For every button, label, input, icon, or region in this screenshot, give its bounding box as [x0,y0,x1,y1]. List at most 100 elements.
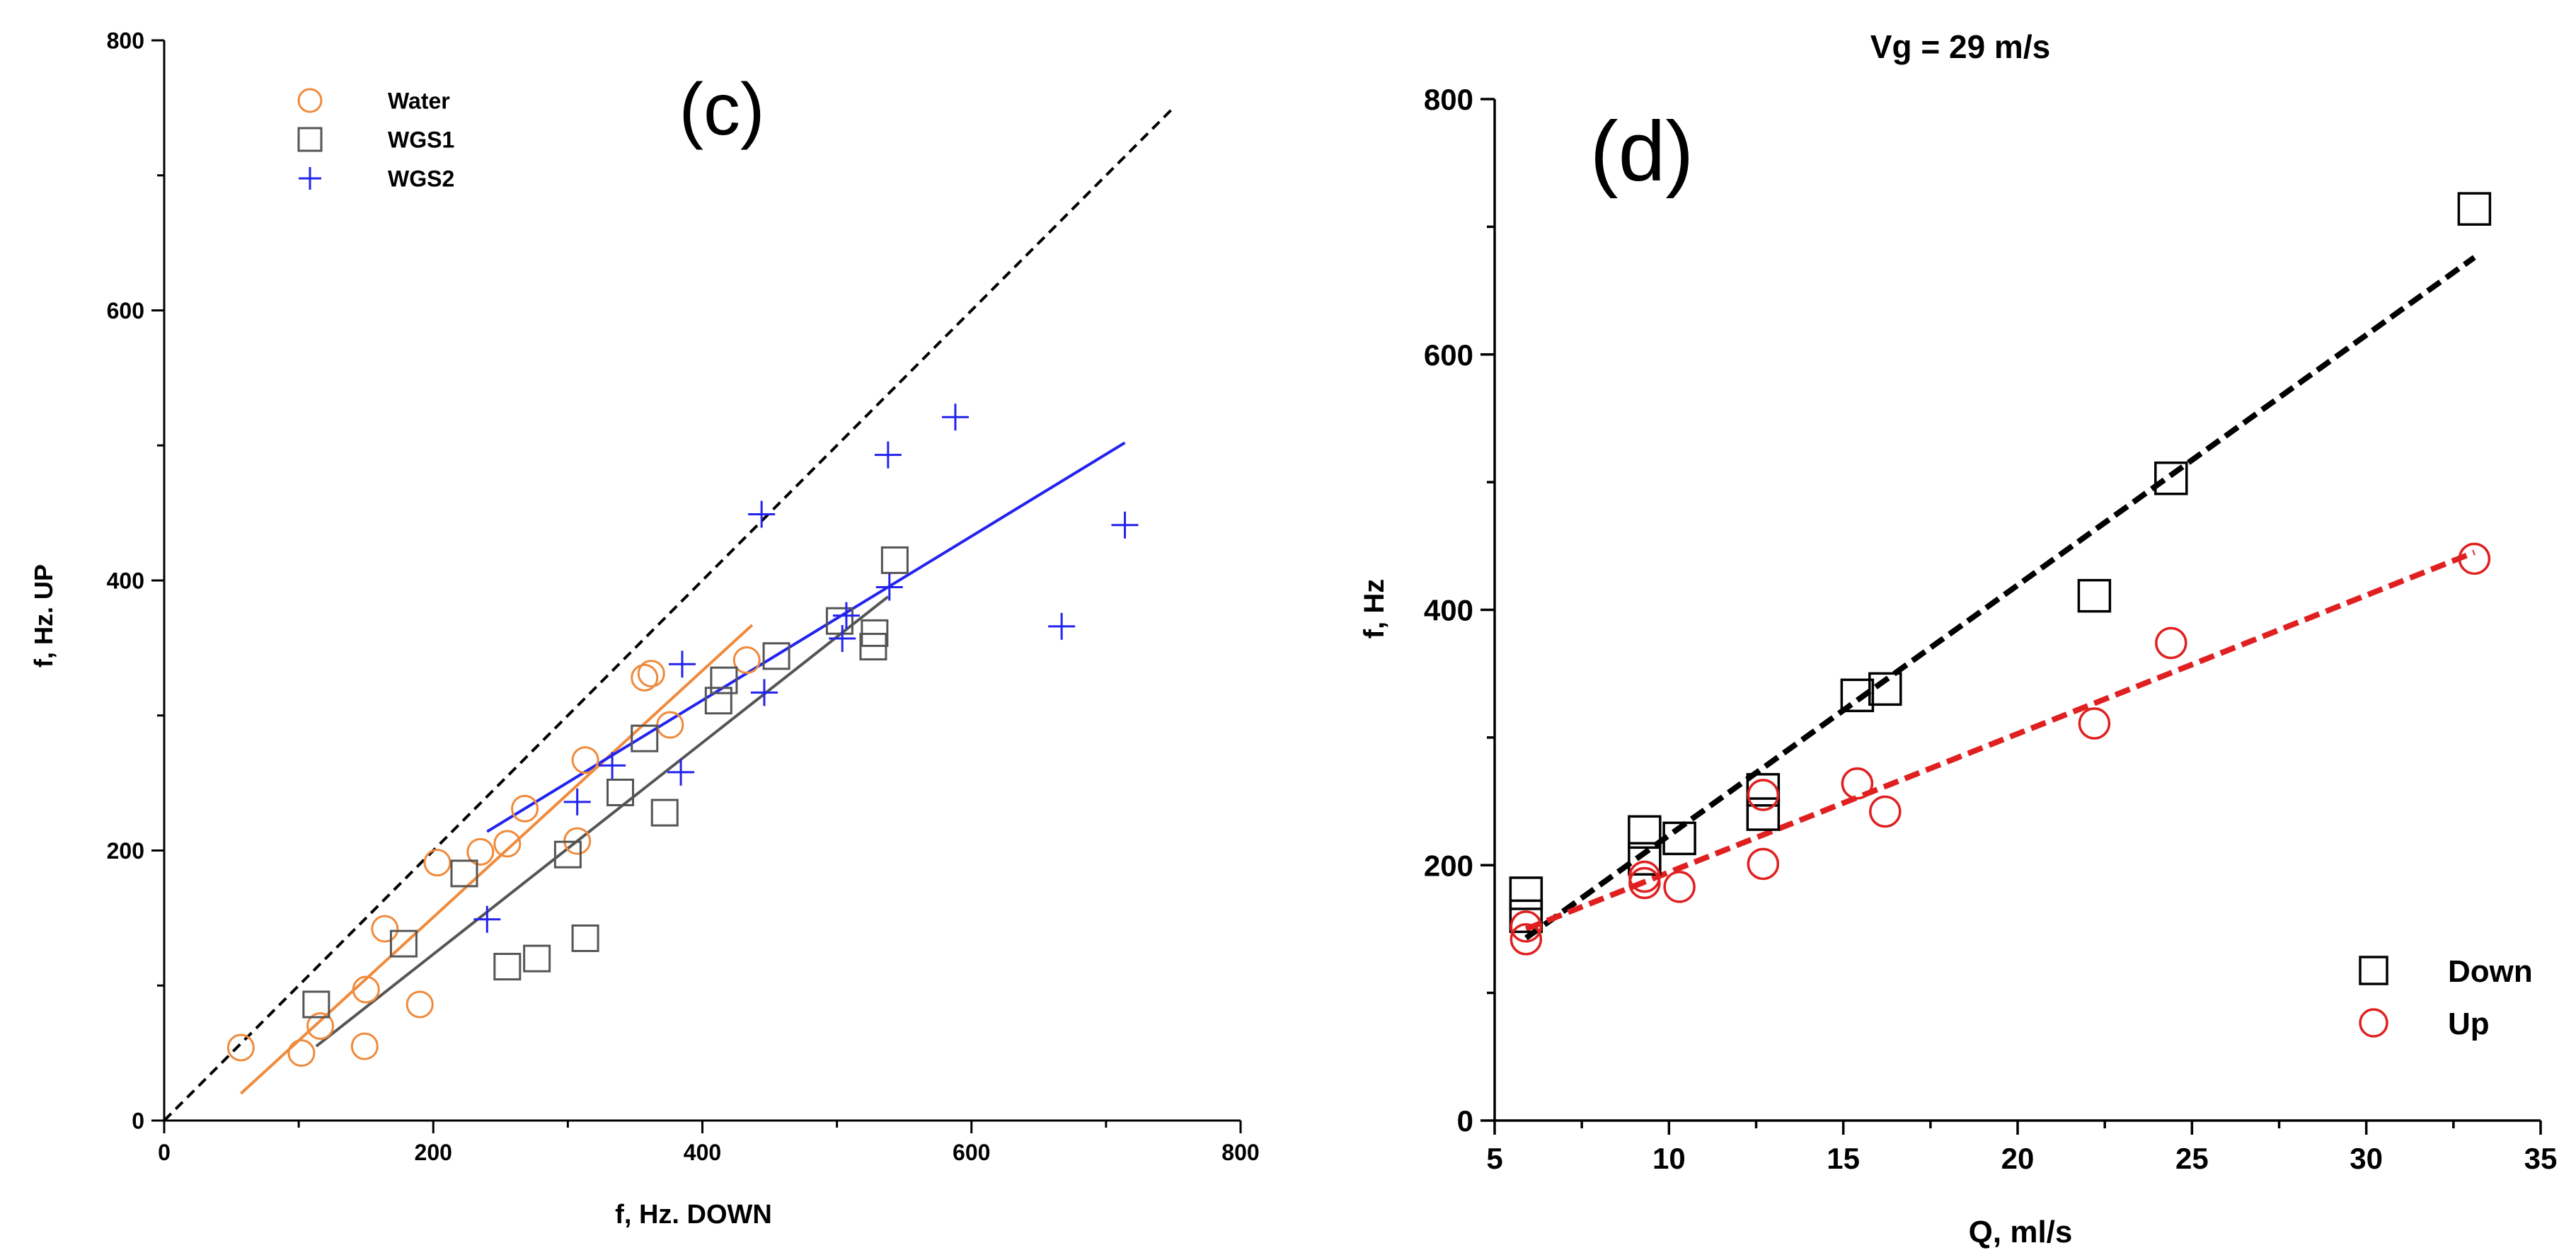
panel-c-water-point [493,830,522,858]
panel-d-down-point [1746,797,1781,831]
panel-d-x-axis-label: Q, ml/s [1969,1215,2073,1249]
panel-d-legend-down-label: Down [2448,954,2533,989]
panel-d-x-tick-label: 15 [1827,1142,1860,1175]
panel-d-up-point [2155,626,2187,660]
panel-d-up-point [1869,795,1902,828]
panel-d-down-point [1840,678,1875,713]
panel-c-water-point [226,1033,255,1062]
panel-d-down-point [1746,773,1781,807]
panel-c-wgs1-point [880,546,909,574]
panel-d-y-tick-label: 0 [1457,1104,1473,1138]
panel-c-wgs1-point [450,859,478,888]
panel-c-wgs1-point [704,687,732,715]
panel-c-water-point [350,1032,379,1060]
panel-d-y-axis-label: f, Hz [1359,579,1390,638]
panel-c-wgs1-point [631,724,659,752]
panel-c-legend-water-label: Water [388,88,450,114]
panel-d-label: (d) [1590,104,1694,199]
panel-c-y-tick-label: 0 [132,1109,144,1134]
panel-d-x-tick-label: 10 [1652,1142,1686,1175]
panel-d-ticks: 5 10 15 20 25 30 35 0 200 400 600 800 [1424,83,2557,1175]
panel-c-x-tick-label: 600 [953,1140,990,1165]
panel-d-down-point [1509,876,1543,910]
panel-d-up-point [2078,707,2111,740]
panel-d-x-tick-label: 30 [2350,1142,2383,1175]
panel-c-legend-water-marker [297,88,323,113]
panel-d-legend-up-label: Up [2448,1007,2490,1041]
panel-d-legend-down-marker [2359,956,2388,985]
panel-d-down-point [2077,578,2112,613]
panel-c-legend-wgs1-marker [297,127,323,152]
panel-c-wgs2-point [748,500,776,528]
panel-c-water-point [571,746,599,774]
panel-d-down-point [2457,192,2492,226]
panel-c-y-axis-label: f, Hz. UP [29,564,58,668]
panel-d-down-point [1628,842,1662,876]
panel-c-wgs2-point [750,679,778,706]
panel-d-x-tick-label: 25 [2175,1142,2209,1175]
panel-c-y-tick-label: 400 [107,568,144,594]
panel-c-x-axis-label: f, Hz. DOWN [615,1200,772,1230]
panel-c-label: (c) [679,69,764,151]
panel-c-wgs1-point [710,666,738,694]
panel-d-y-tick-label: 200 [1424,849,1473,882]
panel-c-reference-line [163,106,1175,1122]
panel-c-wgs1-point [493,953,522,981]
panel-d: 5 10 15 20 25 30 35 0 200 400 600 800 Vg = 29 m/s (… [1359,28,2557,1249]
panel-d-up-point [1747,779,1780,811]
panel-c-wgs1-fit-line [315,595,890,1048]
panel-c-wgs1-point [302,990,330,1019]
panel-d-x-tick-label: 5 [1486,1142,1502,1175]
panel-c-water-point [423,849,452,877]
panel-c-y-tick-label: 800 [107,28,144,54]
panel-c-wgs2-point [875,573,903,601]
panel-d-y-tick-label: 600 [1424,338,1473,372]
panel-c-water-point [306,1012,335,1040]
panel-c-x-tick-label: 800 [1221,1140,1259,1165]
panel-d-down-point [2154,461,2188,496]
panel-c-water-point [371,915,399,943]
panel-c-wgs2-point [941,403,969,431]
panel-c-legend-wgs2-label: WGS2 [388,166,454,192]
panel-c-water-point [466,837,495,866]
panel-c-water-point [406,990,434,1019]
panel-c-wgs1-point [571,924,599,952]
panel-d-down-point [1662,821,1696,856]
panel-c-x-tick-label: 0 [158,1140,171,1165]
panel-d-up-point [1841,767,1874,800]
panel-d-down-point [1509,899,1543,934]
panel-c-points [226,403,1139,1067]
panel-d-x-tick-label: 35 [2524,1142,2558,1175]
panel-c-water-point [732,646,761,675]
panel-d-up-point [2458,542,2491,575]
panel-d-y-tick-label: 800 [1424,83,1473,116]
panel-c-wgs1-point [553,840,582,869]
panel-c: 0 200 400 600 800 0 200 400 600 800 (c) f, Hz. DO… [29,28,1260,1230]
panel-d-up-point [1510,910,1543,943]
panel-d-legend-up-marker [2359,1008,2388,1038]
panel-c-wgs2-point [832,602,860,629]
panel-c-wgs2-point [874,441,902,469]
panel-c-y-tick-label: 200 [107,838,144,864]
panel-c-legend: Water WGS1 WGS2 [297,88,454,192]
panel-c-wgs1-point [762,642,790,670]
panel-d-axes [1493,99,2541,1122]
panel-d-fit-lines [1524,255,2476,941]
panel-d-y-tick-label: 400 [1424,594,1473,627]
panel-c-y-tick-label: 600 [107,298,144,323]
panel-d-legend: Down Up [2359,954,2533,1041]
panel-c-wgs2-point [668,651,696,678]
panel-c-wgs1-point [606,778,635,806]
panel-c-wgs2-point [473,905,501,933]
panel-d-down-point [1868,672,1902,706]
panel-c-wgs2-point [599,752,626,779]
panel-c-legend-wgs1-label: WGS1 [388,127,454,153]
panel-c-water-point [352,975,380,1004]
panel-d-up-point [1747,847,1780,881]
panel-c-x-tick-label: 200 [415,1140,452,1165]
panel-c-water-point [287,1039,316,1067]
panel-d-up-fit-line [1524,549,2476,932]
panel-d-down-fit-line [1524,255,2476,941]
panel-c-wgs2-point [1048,612,1076,640]
panel-d-up-point [1663,871,1696,903]
